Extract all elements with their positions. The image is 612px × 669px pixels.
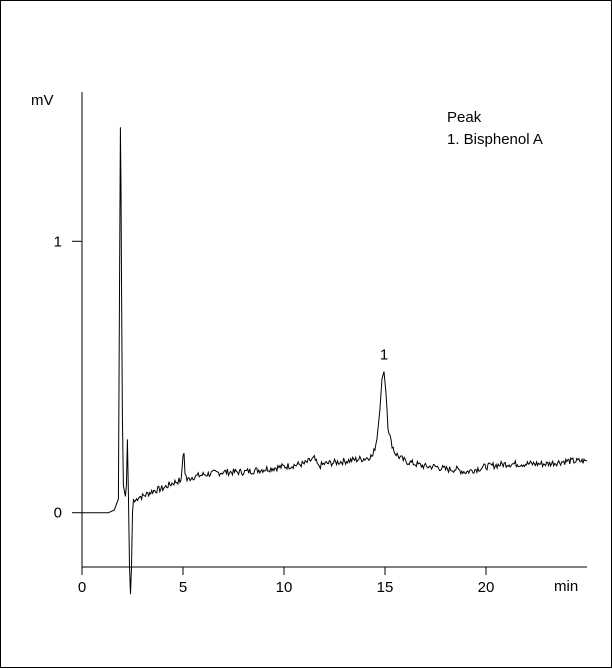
x-tick-label-20: 20 bbox=[478, 579, 495, 596]
y-axis-label: mV bbox=[31, 92, 54, 109]
peak-labels: 1 bbox=[380, 347, 388, 364]
y-tick-label-1: 1 bbox=[54, 233, 62, 250]
peak-label-1: 1 bbox=[380, 347, 388, 364]
x-axis-label: min bbox=[554, 578, 578, 595]
series-group bbox=[82, 127, 588, 595]
x-tick-label-15: 15 bbox=[377, 579, 394, 596]
legend-entry-bisphenol-a: 1. Bisphenol A bbox=[447, 131, 543, 148]
axis-ticks: 0 5 10 15 20 0 1 bbox=[54, 233, 495, 596]
series-line-0 bbox=[82, 127, 588, 595]
x-tick-label-5: 5 bbox=[179, 579, 187, 596]
legend-title: Peak bbox=[447, 109, 482, 126]
x-tick-label-0: 0 bbox=[78, 579, 86, 596]
y-tick-label-0: 0 bbox=[54, 505, 62, 522]
x-tick-label-10: 10 bbox=[276, 579, 293, 596]
